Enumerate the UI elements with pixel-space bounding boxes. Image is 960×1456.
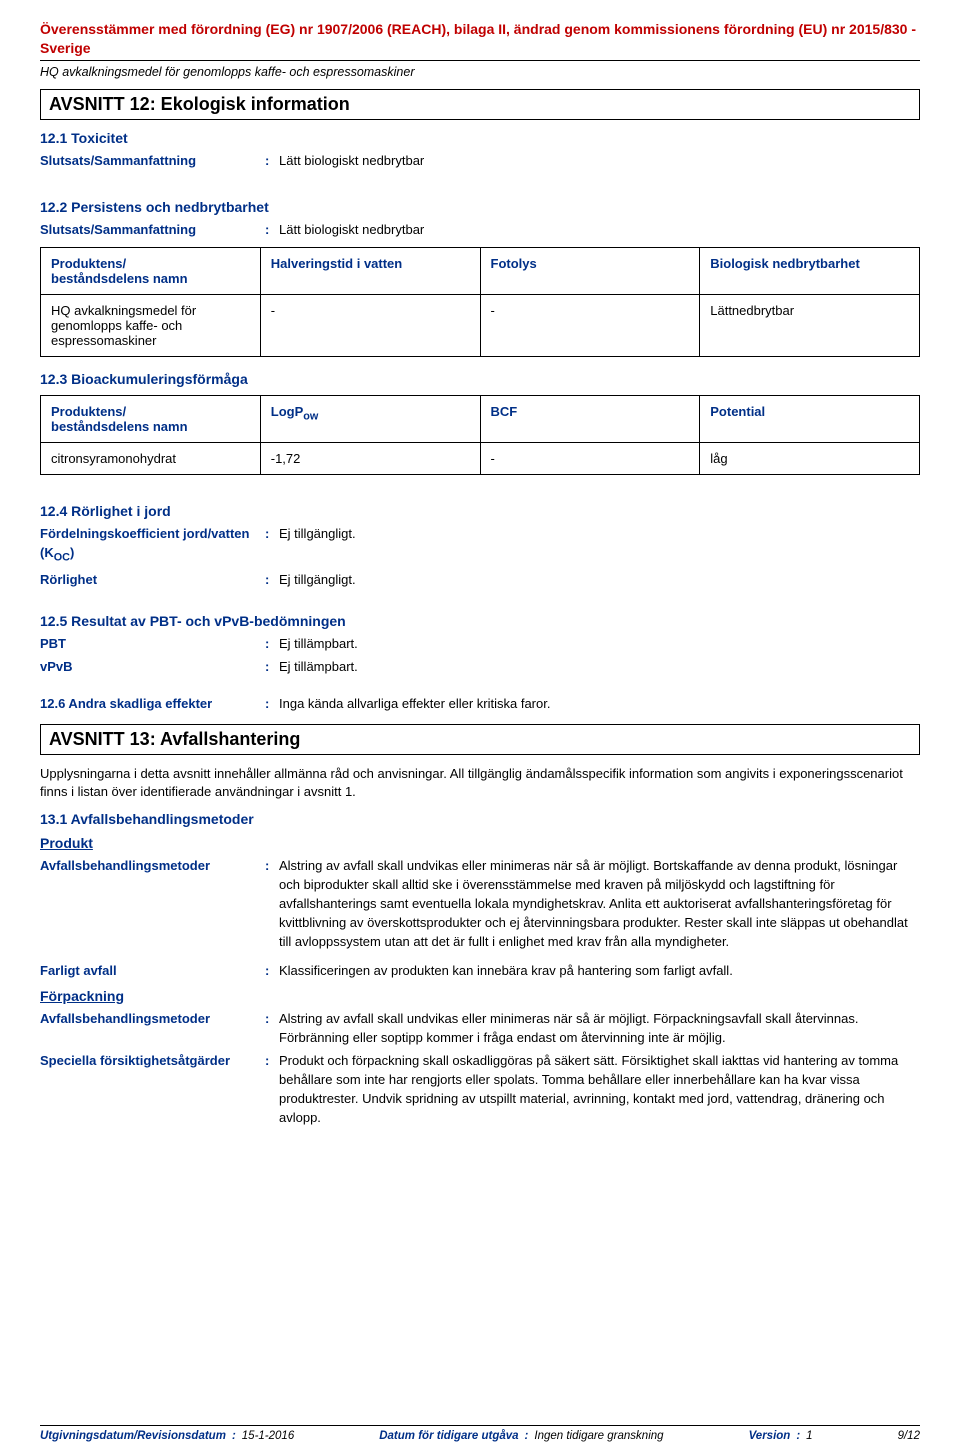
td-photolysis: - — [480, 295, 700, 357]
value-special: Produkt och förpackning skall oskadliggö… — [279, 1052, 920, 1127]
footer-prev-value: Ingen tidigare granskning — [534, 1430, 663, 1442]
label-methods-packaging: Avfallsbehandlingsmetoder — [40, 1010, 265, 1029]
value-hazardous: Klassificeringen av produkten kan innebä… — [279, 962, 920, 981]
label-mobility: Rörlighet — [40, 571, 265, 590]
label-vpvb: vPvB — [40, 658, 265, 677]
label-koc: Fördelningskoefficient jord/vatten (KOC) — [40, 525, 265, 566]
kv-mobility: Rörlighet : Ej tillgängligt. — [40, 571, 920, 590]
heading-12-1: 12.1 Toxicitet — [40, 130, 920, 146]
footer-issue-label: Utgivningsdatum/Revisionsdatum — [40, 1430, 226, 1442]
colon: : — [265, 658, 279, 677]
section-13-title: AVSNITT 13: Avfallshantering — [49, 729, 300, 749]
footer-version-value: 1 — [806, 1430, 812, 1442]
kv-koc: Fördelningskoefficient jord/vatten (KOC)… — [40, 525, 920, 566]
label-12-6: 12.6 Andra skadliga effekter — [40, 695, 265, 714]
section-13-box: AVSNITT 13: Avfallshantering — [40, 724, 920, 755]
heading-12-4: 12.4 Rörlighet i jord — [40, 503, 920, 519]
kv-hazardous: Farligt avfall : Klassificeringen av pro… — [40, 962, 920, 981]
colon: : — [265, 962, 279, 981]
th-halflife: Halveringstid i vatten — [260, 248, 480, 295]
heading-product: Produkt — [40, 835, 920, 851]
kv-vpvb: vPvB : Ej tillämpbart. — [40, 658, 920, 677]
colon: : — [265, 635, 279, 654]
footer-page: 9/12 — [898, 1430, 920, 1442]
regulation-header: Överensstämmer med förordning (EG) nr 19… — [40, 20, 920, 61]
td-biodeg: Lättnedbrytbar — [700, 295, 920, 357]
td-halflife: - — [260, 295, 480, 357]
th-name-3: Produktens/ beståndsdelens namn — [41, 396, 261, 443]
kv-pbt: PBT : Ej tillämpbart. — [40, 635, 920, 654]
kv-12-2-conclusion: Slutsats/Sammanfattning : Lätt biologisk… — [40, 221, 920, 240]
heading-12-5: 12.5 Resultat av PBT- och vPvB-bedömning… — [40, 613, 920, 629]
footer-issue-value: 15-1-2016 — [242, 1430, 294, 1442]
colon: : — [265, 695, 279, 714]
value-12-6: Inga kända allvarliga effekter eller kri… — [279, 695, 920, 714]
th-potential: Potential — [700, 396, 920, 443]
colon: : — [265, 571, 279, 590]
th-biodeg: Biologisk nedbrytbarhet — [700, 248, 920, 295]
label-conclusion-12-2: Slutsats/Sammanfattning — [40, 221, 265, 240]
td-logpow: -1,72 — [260, 443, 480, 475]
label-hazardous: Farligt avfall — [40, 962, 265, 981]
kv-methods-product: Avfallsbehandlingsmetoder : Alstring av … — [40, 857, 920, 951]
value-vpvb: Ej tillämpbart. — [279, 658, 920, 677]
colon: : — [265, 221, 279, 240]
section-13-intro: Upplysningarna i detta avsnitt innehålle… — [40, 765, 920, 801]
colon: : — [265, 857, 279, 876]
colon: : — [265, 1052, 279, 1071]
td-bcf: - — [480, 443, 700, 475]
section-12-title: AVSNITT 12: Ekologisk information — [49, 94, 350, 114]
colon: : — [265, 1010, 279, 1029]
heading-13-1: 13.1 Avfallsbehandlingsmetoder — [40, 811, 920, 827]
th-name: Produktens/ beståndsdelens namn — [41, 248, 261, 295]
label-special: Speciella försiktighetsåtgärder — [40, 1052, 265, 1071]
heading-packaging: Förpackning — [40, 988, 920, 1004]
table-12-3: Produktens/ beståndsdelens namn LogPow B… — [40, 395, 920, 475]
th-bcf: BCF — [480, 396, 700, 443]
heading-12-3: 12.3 Bioackumuleringsförmåga — [40, 371, 920, 387]
value-koc: Ej tillgängligt. — [279, 525, 920, 566]
table-row: HQ avkalkningsmedel för genomlopps kaffe… — [41, 295, 920, 357]
td-name: HQ avkalkningsmedel för genomlopps kaffe… — [41, 295, 261, 357]
kv-12-1-conclusion: Slutsats/Sammanfattning : Lätt biologisk… — [40, 152, 920, 171]
th-photolysis: Fotolys — [480, 248, 700, 295]
label-pbt: PBT — [40, 635, 265, 654]
table-12-2: Produktens/ beståndsdelens namn Halverin… — [40, 247, 920, 357]
th-logpow: LogPow — [260, 396, 480, 443]
label-conclusion-12-1: Slutsats/Sammanfattning — [40, 152, 265, 171]
footer-row: Utgivningsdatum/Revisionsdatum : 15-1-20… — [40, 1430, 920, 1442]
td-potential: låg — [700, 443, 920, 475]
value-pbt: Ej tillämpbart. — [279, 635, 920, 654]
product-name-line: HQ avkalkningsmedel för genomlopps kaffe… — [40, 61, 920, 89]
value-mobility: Ej tillgängligt. — [279, 571, 920, 590]
colon: : — [265, 152, 279, 171]
table-row: citronsyramonohydrat -1,72 - låg — [41, 443, 920, 475]
td-name-3: citronsyramonohydrat — [41, 443, 261, 475]
footer-prev-label: Datum för tidigare utgåva — [379, 1430, 518, 1442]
heading-12-2: 12.2 Persistens och nedbrytbarhet — [40, 199, 920, 215]
value-conclusion-12-1: Lätt biologiskt nedbrytbar — [279, 152, 920, 171]
colon: : — [265, 525, 279, 566]
section-12-box: AVSNITT 12: Ekologisk information — [40, 89, 920, 120]
footer-version-label: Version — [749, 1430, 791, 1442]
value-methods-packaging: Alstring av avfall skall undvikas eller … — [279, 1010, 920, 1048]
label-methods-product: Avfallsbehandlingsmetoder — [40, 857, 265, 876]
kv-methods-packaging: Avfallsbehandlingsmetoder : Alstring av … — [40, 1010, 920, 1048]
kv-12-6: 12.6 Andra skadliga effekter : Inga känd… — [40, 695, 920, 714]
kv-special: Speciella försiktighetsåtgärder : Produk… — [40, 1052, 920, 1127]
value-conclusion-12-2: Lätt biologiskt nedbrytbar — [279, 221, 920, 240]
value-methods-product: Alstring av avfall skall undvikas eller … — [279, 857, 920, 951]
page-container: Överensstämmer med förordning (EG) nr 19… — [0, 0, 960, 1456]
